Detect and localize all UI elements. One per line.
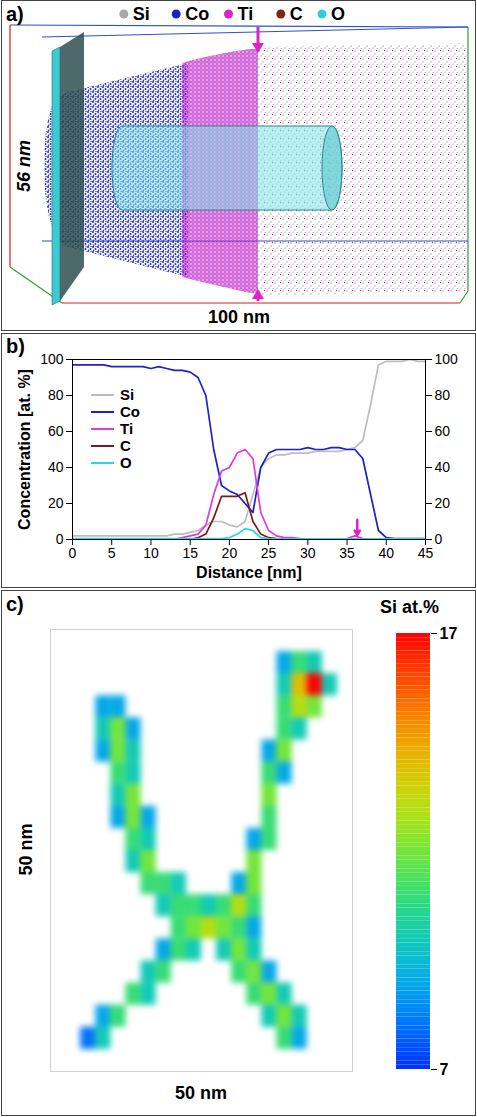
svg-text:40: 40 — [48, 459, 64, 475]
html-text:Si at.%: Si at.% — [380, 597, 439, 617]
html-text:c): c) — [6, 593, 24, 615]
svg-text:15: 15 — [182, 545, 198, 561]
svg-text:O: O — [331, 4, 345, 24]
html-text:Co: Co — [120, 403, 140, 420]
svg-text:56 nm: 56 nm — [14, 140, 34, 192]
svg-text:20: 20 — [48, 495, 64, 511]
html-text:C: C — [120, 437, 131, 454]
svg-text:40: 40 — [378, 545, 394, 561]
html-text:50 nm: 50 nm — [175, 1083, 227, 1103]
svg-text:100: 100 — [435, 351, 459, 367]
svg-text:80: 80 — [435, 387, 451, 403]
svg-text:7: 7 — [440, 1061, 449, 1078]
svg-text:100 nm: 100 nm — [208, 307, 270, 327]
svg-text:30: 30 — [300, 545, 316, 561]
svg-text:0: 0 — [56, 531, 64, 547]
svg-text:Co: Co — [185, 4, 209, 24]
svg-text:17: 17 — [440, 625, 458, 642]
svg-text:Distance [nm]: Distance [nm] — [196, 564, 302, 581]
svg-text:C: C — [290, 4, 303, 24]
svg-text:60: 60 — [435, 423, 451, 439]
svg-text:100: 100 — [40, 351, 64, 367]
html-text:50 nm: 50 nm — [15, 823, 36, 876]
svg-text:40: 40 — [435, 459, 451, 475]
svg-text:20: 20 — [435, 495, 451, 511]
svg-text:80: 80 — [48, 387, 64, 403]
svg-text:45: 45 — [418, 545, 434, 561]
svg-text:10: 10 — [143, 545, 159, 561]
svg-text:5: 5 — [108, 545, 116, 561]
html-text:Si: Si — [120, 386, 135, 403]
svg-text:35: 35 — [339, 545, 355, 561]
svg-text:0: 0 — [435, 531, 443, 547]
svg-text:Concentration [at. %]: Concentration [at. %] — [16, 369, 33, 530]
svg-text:Ti: Ti — [238, 4, 254, 24]
svg-text:a): a) — [6, 3, 24, 25]
svg-text:60: 60 — [48, 423, 64, 439]
html-text:Ti: Ti — [120, 420, 134, 437]
svg-text:20: 20 — [222, 545, 238, 561]
html-text:O: O — [120, 454, 132, 471]
svg-text:0: 0 — [69, 545, 77, 561]
html-text:b): b) — [6, 335, 25, 357]
svg-text:Si: Si — [133, 4, 150, 24]
svg-text:25: 25 — [261, 545, 277, 561]
